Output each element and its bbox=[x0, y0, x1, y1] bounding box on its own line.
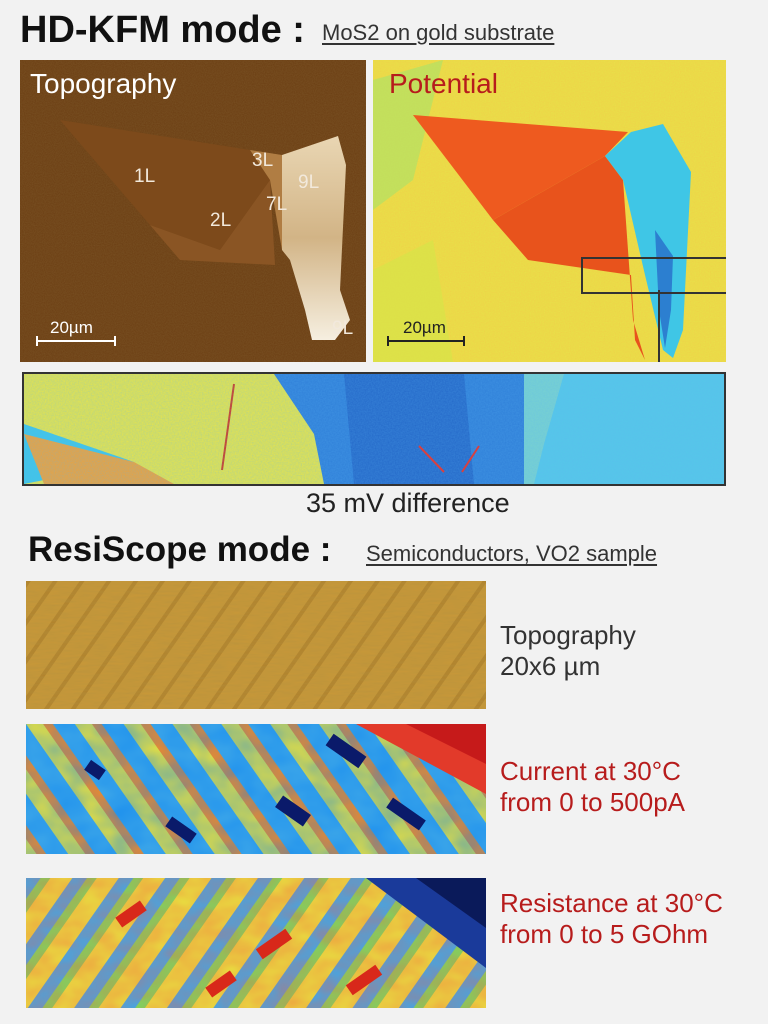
resiscope-title: ResiScope mode : bbox=[28, 530, 332, 569]
zoom-region-box bbox=[581, 257, 726, 294]
resiscope-topography-caption-line: 20x6 µm bbox=[500, 651, 601, 681]
layer-label: 9L bbox=[332, 318, 354, 339]
resiscope-subtitle: Semiconductors, VO2 sample bbox=[366, 541, 658, 566]
layer-label: 7L bbox=[266, 194, 288, 215]
resiscope-resistance-caption: Resistance at 30°C from 0 to 5 GOhm bbox=[500, 888, 723, 950]
resiscope-topography-image bbox=[26, 581, 486, 709]
layer-label: 9L bbox=[298, 172, 320, 193]
resiscope-topography-caption: Topography 20x6 µm bbox=[500, 620, 636, 682]
resiscope-current-caption-line: from 0 to 500pA bbox=[500, 787, 685, 817]
kfm-title: HD-KFM mode : bbox=[20, 9, 305, 51]
potential-scale-bar bbox=[387, 336, 465, 346]
resiscope-topography-caption-line: Topography bbox=[500, 620, 636, 650]
resiscope-resistance-image bbox=[26, 878, 486, 1008]
potential-scale-text: 20µm bbox=[403, 318, 446, 337]
layer-label: 1L bbox=[134, 166, 156, 187]
topography-scale-bar bbox=[36, 336, 116, 346]
layer-label: 3L bbox=[252, 150, 274, 171]
resiscope-current-image bbox=[26, 724, 486, 854]
topography-label: Topography bbox=[30, 68, 177, 99]
resiscope-resistance-caption-line: from 0 to 5 GOhm bbox=[500, 919, 709, 949]
resiscope-resistance-caption-line: Resistance at 30°C bbox=[500, 888, 723, 918]
layer-label: 2L bbox=[210, 210, 232, 231]
potential-label: Potential bbox=[389, 68, 498, 99]
kfm-subtitle: MoS2 on gold substrate bbox=[322, 20, 555, 45]
topography-scale-text: 20µm bbox=[50, 318, 93, 337]
resiscope-current-caption-line: Current at 30°C bbox=[500, 756, 681, 786]
kfm-topography-image: Topography 1L 2L 3L 7L 9L 9L 20µm bbox=[20, 60, 366, 362]
zoom-caption: 35 mV difference bbox=[306, 488, 510, 518]
zoom-connector-line bbox=[658, 290, 660, 362]
resiscope-current-caption: Current at 30°C from 0 to 500pA bbox=[500, 756, 685, 818]
kfm-potential-image: Potential 20µm bbox=[373, 60, 726, 362]
kfm-zoom-image bbox=[22, 372, 726, 486]
